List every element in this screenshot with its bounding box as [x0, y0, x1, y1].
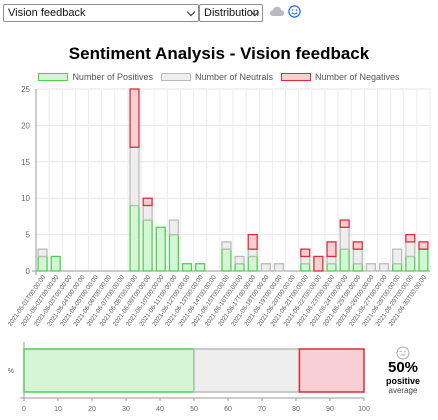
legend-label-neutrals: Number of Neutrals — [194, 72, 273, 82]
bar-neutrals — [300, 255, 311, 265]
bar-positives — [129, 204, 140, 272]
bar-neutrals — [247, 248, 258, 258]
y-tick-label: 15 — [21, 158, 30, 167]
bar-positives — [392, 263, 403, 272]
neutral-face-icon — [396, 346, 410, 360]
feedback-select[interactable]: Vision feedback — [3, 4, 199, 22]
bar-neutrals — [405, 241, 416, 258]
h-x-tick-label: 40 — [156, 406, 164, 413]
bar-neutrals — [129, 146, 140, 207]
legend-swatch-neutrals — [160, 73, 191, 81]
bar-neutrals — [37, 248, 48, 258]
h-x-tick-label: 0 — [22, 406, 26, 413]
bar-neutrals — [352, 248, 363, 265]
bar-negatives — [418, 241, 429, 250]
bar-neutrals — [260, 263, 271, 272]
bar-positives — [50, 255, 61, 272]
smiley-icon[interactable] — [288, 5, 301, 18]
h-x-tick-label: 50 — [190, 406, 198, 413]
legend-item-neutrals[interactable]: Number of Neutrals — [160, 72, 273, 82]
bar-negatives — [247, 233, 258, 250]
bar-negatives — [326, 241, 337, 258]
bar-positives — [418, 248, 429, 272]
bar-positives — [352, 263, 363, 272]
bar-neutrals — [142, 204, 153, 221]
legend-item-positives[interactable]: Number of Positives — [38, 72, 153, 82]
cloud-icon[interactable] — [269, 5, 285, 17]
h-x-tick-label: 100 — [358, 406, 370, 413]
bar-negatives — [313, 255, 324, 272]
bar-neutrals — [326, 255, 337, 265]
h-x-tick-label: 90 — [326, 406, 334, 413]
bar-positives — [155, 226, 166, 272]
average-word: positive — [385, 376, 420, 386]
legend-label-negatives: Number of Negatives — [315, 72, 400, 82]
bar-negatives — [129, 88, 140, 148]
hbar-positives — [23, 348, 195, 393]
legend-label-positives: Number of Positives — [72, 72, 153, 82]
bar-positives — [326, 263, 337, 272]
average-percent: 50% — [387, 359, 419, 376]
bar-negatives — [405, 233, 416, 243]
bar-neutrals — [234, 255, 245, 265]
average-caption: average — [388, 386, 418, 395]
bar-positives — [300, 263, 311, 272]
bar-neutrals — [392, 248, 403, 265]
chart-legend: Number of Positives Number of Neutrals N… — [0, 72, 438, 82]
bar-neutrals — [221, 241, 232, 250]
bar-neutrals — [378, 263, 390, 272]
bar-neutrals — [168, 219, 180, 236]
bar-positives — [168, 233, 180, 272]
y-tick-label: 0 — [26, 267, 31, 276]
bar-negatives — [142, 197, 153, 207]
h-x-tick-label: 60 — [224, 406, 232, 413]
bar-positives — [247, 255, 258, 272]
bar-neutrals — [365, 263, 377, 272]
bar-positives — [195, 263, 206, 272]
chart-title: Sentiment Analysis - Vision feedback — [68, 44, 370, 63]
h-x-tick-label: 70 — [258, 406, 266, 413]
y-tick-label: 20 — [21, 121, 30, 130]
view-select[interactable]: Distribution — [199, 4, 263, 22]
bar-positives — [221, 248, 232, 272]
y-tick-label: 5 — [26, 231, 31, 240]
bar-negatives — [339, 219, 350, 228]
h-x-tick-label: 10 — [54, 406, 62, 413]
average-summary: 50% positive average — [376, 344, 430, 396]
bar-positives — [339, 248, 350, 272]
h-x-tick-label: 30 — [122, 406, 130, 413]
bar-neutrals — [273, 263, 285, 272]
bar-positives — [181, 263, 193, 272]
legend-item-negatives[interactable]: Number of Negatives — [281, 72, 400, 82]
y-tick-label: 10 — [21, 194, 30, 203]
hbar-neutrals — [193, 348, 301, 393]
hbar-negatives — [298, 348, 365, 393]
bar-positives — [234, 263, 245, 272]
bar-positives — [37, 255, 48, 272]
bar-neutrals — [339, 226, 350, 250]
bar-negatives — [352, 241, 363, 250]
feedback-select-value: Vision feedback — [8, 7, 86, 19]
h-x-tick-label: 80 — [292, 406, 300, 413]
legend-swatch-positives — [38, 73, 69, 81]
y-tick-label: 25 — [21, 85, 30, 94]
h-x-tick-label: 20 — [88, 406, 96, 413]
bar-negatives — [300, 248, 311, 258]
bar-positives — [405, 255, 416, 272]
h-y-axis-label: % — [8, 368, 14, 375]
bar-positives — [142, 219, 153, 272]
legend-swatch-negatives — [281, 73, 311, 81]
view-select-value: Distribution — [204, 7, 260, 19]
